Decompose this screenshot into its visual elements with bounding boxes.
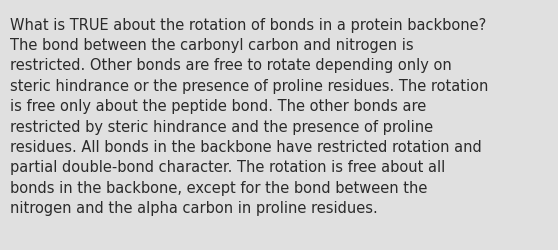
Text: What is TRUE about the rotation of bonds in a protein backbone?
The bond between: What is TRUE about the rotation of bonds… — [10, 18, 488, 215]
